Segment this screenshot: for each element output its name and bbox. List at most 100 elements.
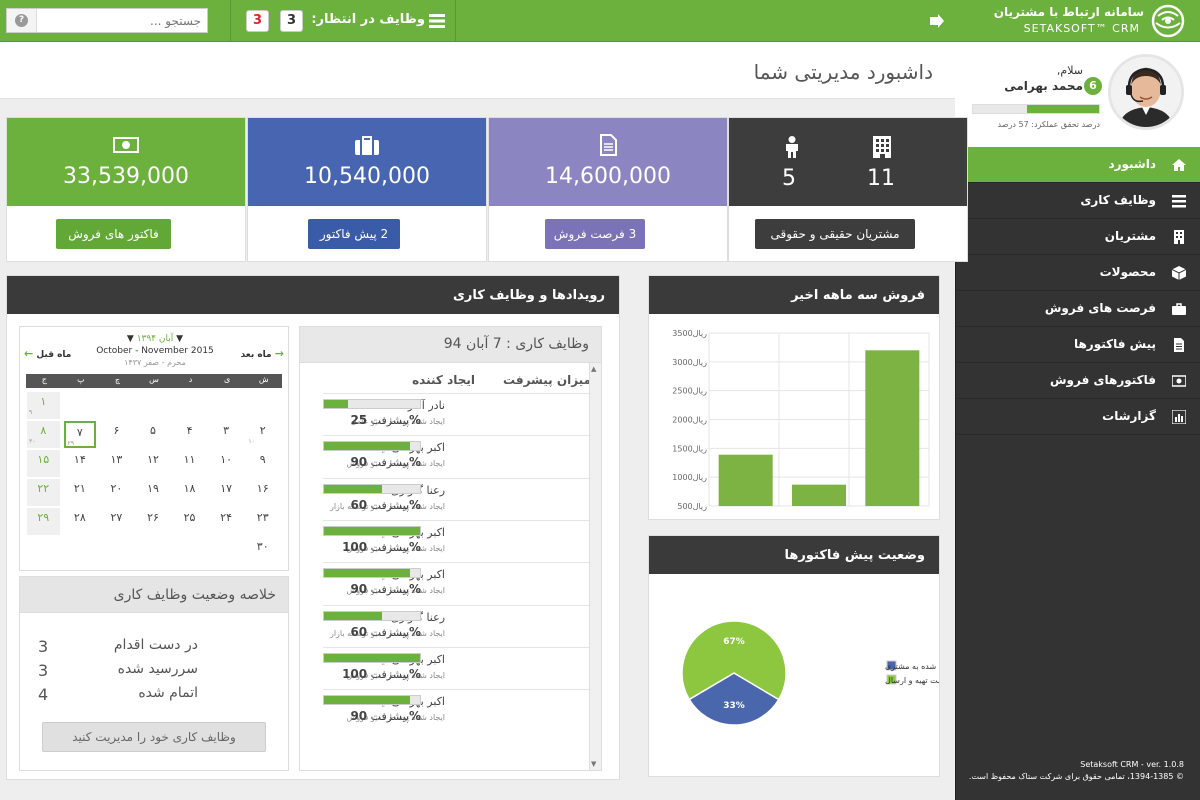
task-progress-fill: [324, 484, 382, 493]
sidebar-item-dashboard[interactable]: داشبورد: [955, 147, 1200, 183]
scroll-down-icon[interactable]: ▼: [591, 760, 597, 768]
weekday-label: د: [188, 375, 193, 384]
task-row[interactable]: اکبر بهرامی نیاایجاد شده توسط مدیر فروشپ…: [323, 435, 589, 477]
sidebar-item-tasks[interactable]: وظایف کاری: [955, 183, 1200, 219]
calendar-day[interactable]: ۸ ۳۰: [27, 421, 60, 448]
calendar-prev-month[interactable]: ← ماه قبل: [24, 347, 71, 360]
calendar-day[interactable]: ۳۰: [246, 537, 279, 564]
calendar-day[interactable]: ۳: [210, 421, 243, 448]
manage-tasks-button[interactable]: وظایف کاری خود را مدیریت کنید: [42, 722, 266, 752]
calendar-day[interactable]: ۱۷: [210, 479, 243, 506]
money-icon: [113, 137, 139, 153]
avatar[interactable]: [1108, 54, 1184, 130]
logout-icon[interactable]: [928, 12, 946, 30]
progress-word: پیشرفت: [370, 456, 409, 470]
task-row[interactable]: اکبر بهرامی نیاایجاد شده توسط مدیر فروشپ…: [323, 562, 589, 604]
calendar-day[interactable]: ۲۱: [64, 479, 97, 506]
individual-customers-count: 5: [782, 166, 796, 191]
pending-count-badge[interactable]: 3: [280, 10, 304, 32]
calendar-day[interactable]: ۲۴: [210, 508, 243, 535]
calendar-day[interactable]: ۲۲: [27, 479, 60, 506]
calendar-day[interactable]: ۱۲: [137, 450, 170, 477]
task-summary-header: خلاصه وضعیت وظایف کاری: [20, 577, 288, 613]
calendar-day[interactable]: ۲۰: [100, 479, 133, 506]
task-row[interactable]: اکبر بهرامی نیاایجاد شده توسط مدیر فروشپ…: [323, 646, 589, 689]
y-tick-label: 1500ریال: [672, 444, 707, 453]
calendar-day[interactable]: ۲۸: [64, 508, 97, 535]
y-tick-label: 1000ریال: [672, 473, 707, 482]
brand[interactable]: سامانه ارتباط با مشتریان SETAKSOFT™ CRM: [994, 0, 1200, 42]
calendar-month-hijri: محرم - صفر ۱۴۳۷: [124, 358, 186, 367]
building-icon: [873, 136, 891, 158]
calendar-day[interactable]: ۴: [173, 421, 206, 448]
sidebar-item-reports[interactable]: گزارشات: [955, 399, 1200, 435]
scroll-up-icon[interactable]: ▲: [591, 365, 597, 373]
pending-tasks[interactable]: وظایف در انتظار:: [230, 0, 456, 42]
task-row[interactable]: اکبر بهرامی نیاایجاد شده توسط مدیر فروشپ…: [323, 519, 589, 562]
calendar-day[interactable]: ۱۴: [64, 450, 97, 477]
calendar-day[interactable]: ۲ ۱۰: [246, 421, 279, 448]
calendar-day[interactable]: ۱۳: [100, 450, 133, 477]
y-tick-label: 3000ریال: [672, 358, 707, 367]
notification-badge[interactable]: 6: [1084, 77, 1102, 95]
calendar-day[interactable]: ۵: [137, 421, 170, 448]
day-number: ۱۶: [256, 482, 269, 495]
briefcase-icon: [1172, 303, 1186, 315]
task-progress-text: پیشرفت 90%: [323, 709, 421, 723]
quotes-button[interactable]: 2 پیش فاکتور: [308, 219, 400, 249]
pie-slice[interactable]: [681, 620, 787, 701]
calendar-day[interactable]: ۱۵: [27, 450, 60, 477]
task-row[interactable]: رعنا گلزاریایجاد شده توسط مدیر توسعه باز…: [323, 604, 589, 647]
overdue-count-badge[interactable]: 3: [246, 10, 270, 32]
calendar-day[interactable]: ۲۵: [173, 508, 206, 535]
sidebar-item-label: داشبورد: [1108, 157, 1156, 171]
calendar-day[interactable]: ۱۶: [246, 479, 279, 506]
quote-chart-title: وضعیت پیش فاکتورها: [784, 548, 925, 563]
legend-label: ارسال شده به مشتری: [885, 662, 939, 671]
calendar-day[interactable]: ۲۷: [100, 508, 133, 535]
sidebar-item-label: محصولات: [1099, 265, 1156, 279]
task-progress-bar: [323, 399, 421, 409]
calendar-day[interactable]: ۱۰: [210, 450, 243, 477]
calendar-day[interactable]: ۱۸: [173, 479, 206, 506]
opportunities-button[interactable]: 3 فرصت فروش: [545, 219, 645, 249]
calendar-day[interactable]: ۶: [100, 421, 133, 448]
calendar-day[interactable]: ۹: [246, 450, 279, 477]
calendar-next-month[interactable]: ماه بعد →: [241, 347, 284, 360]
sidebar-item-opportunities[interactable]: فرصت های فروش: [955, 291, 1200, 327]
task-creator-role: ایجاد شده توسط مدیر توسعه بازار: [329, 628, 445, 638]
calendar-day[interactable]: ۲۹: [27, 508, 60, 535]
sidebar-item-products[interactable]: محصولات: [955, 255, 1200, 291]
calendar-day[interactable]: ۲۶: [137, 508, 170, 535]
task-progress-value: 60%: [350, 624, 421, 639]
invoices-button[interactable]: فاکتور های فروش: [56, 219, 171, 249]
box-icon: [1172, 266, 1186, 280]
task-row[interactable]: نادر آقازادهایجاد شده توسط مدیر عاملپیشر…: [323, 393, 589, 435]
calendar-day[interactable]: ۲۳: [246, 508, 279, 535]
task-row[interactable]: رعنا گلزاریایجاد شده توسط مدیر توسعه باز…: [323, 477, 589, 520]
scrollbar[interactable]: ▲ ▼: [589, 363, 601, 770]
search-input[interactable]: [37, 9, 207, 32]
calendar-month-fa[interactable]: ▼ آبان ۱۳۹۴ ▼: [90, 334, 220, 344]
bar[interactable]: [718, 454, 773, 506]
customers-button[interactable]: مشتریان حقیقی و حقوقی: [755, 219, 915, 249]
sidebar-item-label: وظایف کاری: [1080, 193, 1156, 207]
pie-slice[interactable]: [688, 672, 780, 726]
day-number: ۲: [259, 424, 266, 437]
user-name[interactable]: محمد بهرامی: [1004, 79, 1083, 93]
task-progress-fill: [324, 611, 382, 620]
sidebar-item-invoices[interactable]: فاکتورهای فروش: [955, 363, 1200, 399]
bar[interactable]: [792, 484, 846, 506]
sidebar-item-label: فاکتورهای فروش: [1049, 373, 1156, 387]
quotes-stat-head: 10,540,000: [248, 118, 486, 206]
calendar-day[interactable]: ۱۱: [173, 450, 206, 477]
help-button[interactable]: ?: [7, 9, 37, 32]
calendar-day[interactable]: ۷ ۲۹: [63, 421, 97, 448]
sidebar-item-customers[interactable]: مشتریان: [955, 219, 1200, 255]
bar[interactable]: [865, 350, 920, 506]
calendar-day[interactable]: ۱۹: [137, 479, 170, 506]
sidebar-item-quotes[interactable]: پیش فاکتورها: [955, 327, 1200, 363]
task-row[interactable]: اکبر بهرامی نیاایجاد شده توسط مدیر فروشپ…: [323, 689, 589, 731]
